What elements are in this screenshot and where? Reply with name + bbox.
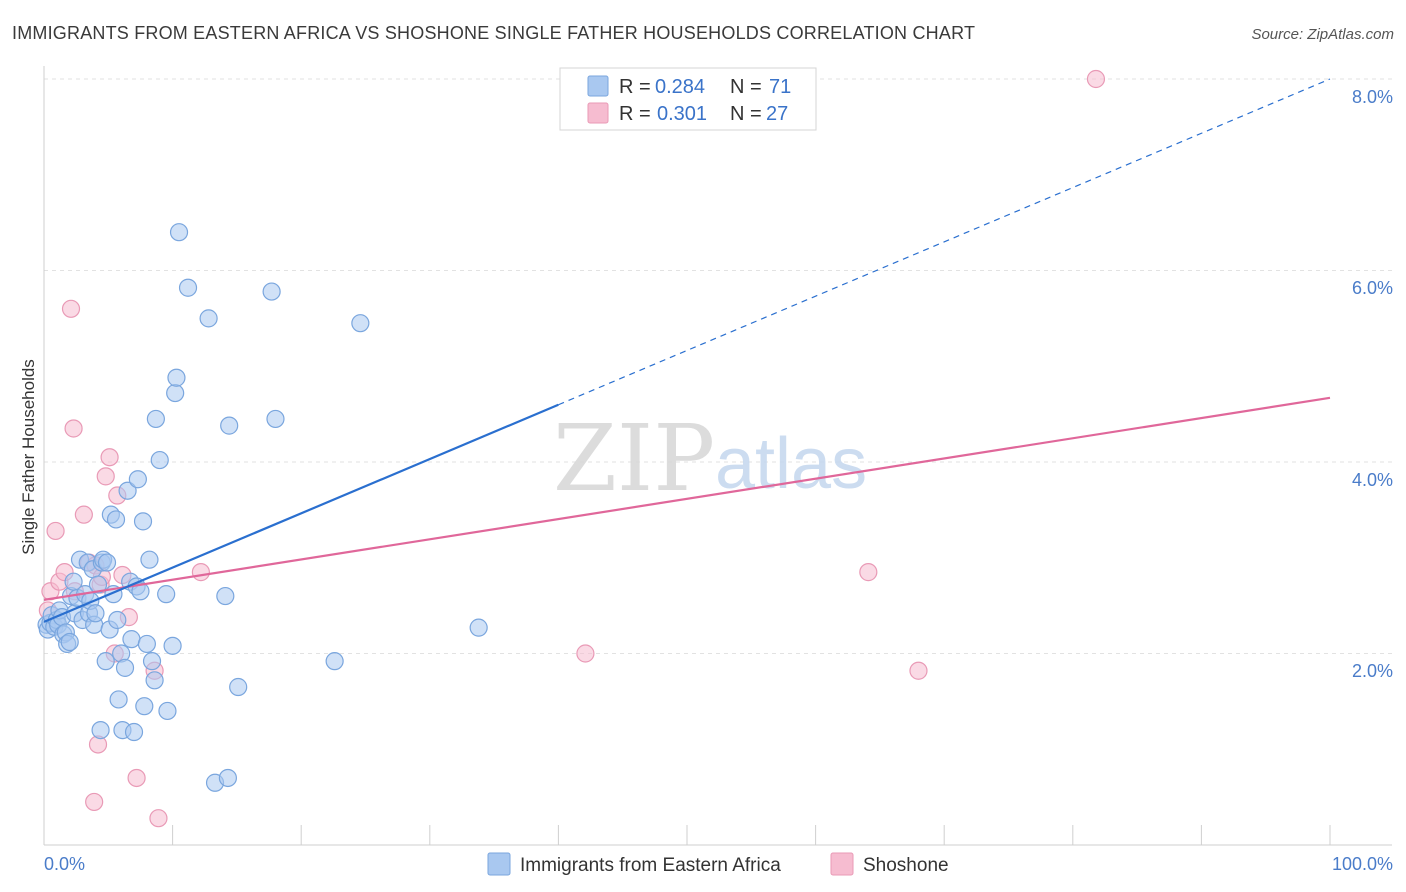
eastern-africa-point (131, 582, 150, 601)
shoshone-point (909, 661, 928, 680)
eastern-africa-point (91, 720, 110, 740)
eastern-africa-point (145, 671, 164, 690)
eastern-africa-point (106, 510, 126, 529)
shoshone-point (1086, 69, 1106, 89)
eastern-africa-point (469, 618, 488, 637)
legend-box: R = 0.284 N = 71 R = 0.301 N = 27 (559, 67, 817, 131)
eastern-africa-point (266, 409, 285, 429)
shoshone-point (85, 792, 104, 812)
shoshone-point (859, 563, 878, 582)
eastern-africa-trend-line-solid (43, 403, 559, 623)
eastern-africa-point (166, 383, 185, 403)
y-tick-label: 6.0% (1352, 278, 1393, 298)
bottom-legend: Immigrants from Eastern Africa Shoshone (487, 852, 949, 876)
eastern-africa-point (133, 512, 153, 531)
eastern-africa-point (216, 586, 235, 606)
eastern-africa-point (167, 368, 186, 387)
legend-swatch-pink (587, 102, 609, 124)
watermark-zip: ZIP (553, 405, 715, 512)
y-axis-label: Single Father Households (19, 359, 38, 555)
eastern-africa-point (96, 652, 115, 671)
legend-r-value: 0.284 (655, 76, 705, 98)
watermark-atlas: atlas (715, 424, 867, 504)
axes (43, 66, 1392, 846)
eastern-africa-point (163, 636, 182, 655)
eastern-africa-point (220, 416, 239, 435)
shoshone-point (100, 448, 119, 467)
eastern-africa-point (158, 701, 177, 721)
eastern-africa-point (140, 550, 159, 569)
legend-n-label: N = (730, 103, 762, 125)
legend-n-value: 71 (769, 76, 791, 98)
legend-r-value: 0.301 (657, 103, 707, 125)
shoshone-point (576, 644, 595, 663)
eastern-africa-point (146, 409, 165, 429)
shoshone-point (61, 299, 81, 318)
eastern-africa-point (122, 630, 141, 649)
eastern-africa-point (60, 632, 79, 652)
watermark: ZIP atlas (553, 405, 867, 512)
eastern-africa-point (97, 553, 117, 572)
eastern-africa-point (137, 634, 156, 654)
eastern-africa-point (86, 604, 105, 623)
bottom-legend-swatch-pink (830, 852, 854, 876)
legend-swatch-blue (587, 75, 609, 97)
shoshone-point (96, 467, 115, 486)
eastern-africa-point (218, 768, 237, 788)
y-tick-label: 2.0% (1352, 661, 1393, 681)
shoshone-point (64, 419, 83, 438)
eastern-africa-point (351, 314, 370, 333)
bottom-legend-label-shoshone: Shoshone (863, 855, 949, 876)
eastern-africa-point (325, 652, 344, 671)
shoshone-point (46, 521, 65, 541)
shoshone-trend-line-solid (43, 396, 1331, 601)
bottom-legend-label-eastern-africa: Immigrants from Eastern Africa (520, 855, 781, 876)
x-tick-label-min: 0.0% (44, 854, 85, 874)
eastern-africa-point (115, 658, 135, 677)
eastern-africa-point (88, 575, 108, 594)
legend-n-value: 27 (766, 103, 788, 125)
y-tick-label: 4.0% (1352, 470, 1393, 490)
eastern-africa-point (142, 652, 162, 671)
eastern-africa-point (199, 309, 218, 328)
eastern-africa-point (108, 610, 127, 630)
shoshone-point (149, 809, 168, 828)
shoshone-point (127, 768, 146, 788)
trend-lines (43, 78, 1331, 623)
chart-title: IMMIGRANTS FROM EASTERN AFRICA VS SHOSHO… (12, 23, 975, 43)
eastern-africa-point (157, 585, 176, 604)
eastern-africa-point (128, 470, 147, 489)
eastern-africa-point (229, 677, 248, 697)
y-tick-label: 8.0% (1352, 87, 1393, 107)
eastern-africa-point (109, 690, 128, 709)
chart-source: Source: ZipAtlas.com (1251, 26, 1394, 43)
shoshone-point (191, 563, 210, 582)
eastern-africa-trend-line-dashed (558, 78, 1331, 406)
eastern-africa-point (135, 697, 154, 716)
legend-r-label: R = (619, 103, 651, 125)
eastern-africa-point (118, 481, 137, 500)
x-tick-label-max: 100.0% (1332, 854, 1393, 874)
eastern-africa-point (169, 223, 189, 242)
bottom-legend-swatch-blue (487, 852, 511, 876)
shoshone-point (74, 505, 93, 524)
eastern-africa-point (150, 450, 169, 470)
eastern-africa-point (124, 722, 144, 742)
eastern-africa-point (262, 282, 281, 301)
legend-r-label: R = (619, 76, 651, 98)
legend-n-label: N = (730, 76, 762, 98)
eastern-africa-point (178, 278, 198, 297)
eastern-africa-points (37, 223, 488, 792)
